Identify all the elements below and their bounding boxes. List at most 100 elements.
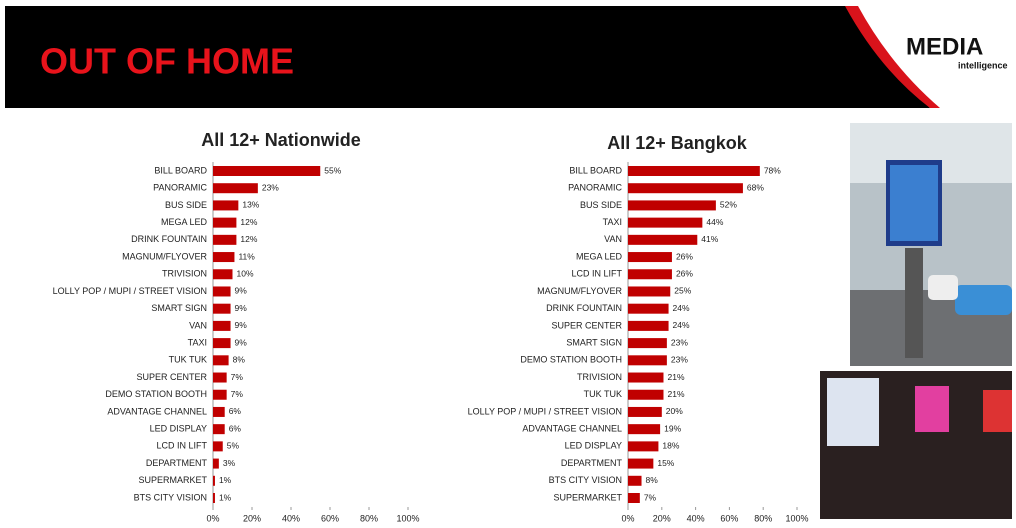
y-tick-label: PANORAMIC bbox=[153, 183, 207, 193]
y-tick-label: TRIVISION bbox=[162, 269, 207, 279]
value-label: 19% bbox=[664, 423, 681, 433]
bar bbox=[628, 252, 672, 262]
value-label: 5% bbox=[227, 441, 240, 451]
value-label: 11% bbox=[238, 251, 255, 261]
value-label: 6% bbox=[229, 423, 242, 433]
x-tick-label: 40% bbox=[687, 513, 705, 523]
x-tick-label: 20% bbox=[653, 513, 671, 523]
x-tick-label: 60% bbox=[321, 513, 339, 523]
bar bbox=[628, 355, 667, 365]
value-label: 55% bbox=[324, 165, 341, 175]
y-tick-label: MEGA LED bbox=[161, 217, 208, 227]
x-tick-label: 40% bbox=[282, 513, 300, 523]
value-label: 26% bbox=[676, 251, 693, 261]
bar bbox=[628, 373, 663, 383]
value-label: 12% bbox=[240, 217, 257, 227]
y-tick-label: DRINK FOUNTAIN bbox=[546, 303, 622, 313]
bar bbox=[628, 424, 660, 434]
bar bbox=[213, 338, 231, 348]
bar bbox=[628, 304, 669, 314]
bar bbox=[213, 373, 227, 383]
value-label: 24% bbox=[673, 320, 690, 330]
y-tick-label: DEMO STATION BOOTH bbox=[520, 355, 622, 365]
bar bbox=[213, 269, 233, 279]
bar bbox=[213, 304, 231, 314]
bar bbox=[628, 200, 716, 210]
value-label: 1% bbox=[219, 475, 232, 485]
bar bbox=[628, 459, 653, 469]
value-label: 7% bbox=[231, 389, 244, 399]
y-tick-label: TAXI bbox=[603, 217, 622, 227]
y-tick-label: LED DISPLAY bbox=[565, 441, 622, 451]
y-tick-label: BTS CITY VISION bbox=[549, 475, 622, 485]
bar bbox=[628, 183, 743, 193]
value-label: 25% bbox=[674, 286, 691, 296]
value-label: 23% bbox=[671, 337, 688, 347]
value-label: 68% bbox=[747, 182, 764, 192]
bar bbox=[213, 235, 236, 245]
x-tick-label: 80% bbox=[754, 513, 772, 523]
bar bbox=[213, 218, 236, 228]
bar bbox=[213, 493, 215, 503]
y-tick-label: ADVANTAGE CHANNEL bbox=[522, 424, 622, 434]
y-tick-label: SUPERMARKET bbox=[138, 475, 207, 485]
bar bbox=[628, 286, 670, 296]
logo-text: MEDIA bbox=[906, 33, 983, 60]
y-tick-label: DEPARTMENT bbox=[146, 458, 208, 468]
x-tick-label: 100% bbox=[785, 513, 808, 523]
chart-title: All 12+ Bangkok bbox=[607, 133, 748, 153]
y-tick-label: TAXI bbox=[188, 337, 207, 347]
bar bbox=[213, 183, 258, 193]
y-tick-label: DRINK FOUNTAIN bbox=[131, 234, 207, 244]
bar bbox=[213, 459, 219, 469]
y-tick-label: BUS SIDE bbox=[580, 200, 622, 210]
value-label: 1% bbox=[219, 492, 232, 502]
value-label: 9% bbox=[235, 303, 248, 313]
bar bbox=[628, 476, 642, 486]
bar bbox=[213, 252, 234, 262]
value-label: 44% bbox=[706, 217, 723, 227]
bar bbox=[213, 286, 231, 296]
value-label: 6% bbox=[229, 406, 242, 416]
bar bbox=[213, 424, 225, 434]
bar bbox=[628, 338, 667, 348]
value-label: 9% bbox=[235, 337, 248, 347]
bar bbox=[628, 390, 663, 400]
bar bbox=[628, 218, 702, 228]
y-tick-label: LOLLY POP / MUPI / STREET VISION bbox=[468, 406, 622, 416]
value-label: 21% bbox=[667, 389, 684, 399]
bar bbox=[628, 166, 760, 176]
value-label: 21% bbox=[667, 372, 684, 382]
x-tick-label: 80% bbox=[360, 513, 378, 523]
y-tick-label: SUPER CENTER bbox=[136, 372, 207, 382]
bar bbox=[213, 355, 229, 365]
value-label: 41% bbox=[701, 234, 718, 244]
y-tick-label: DEPARTMENT bbox=[561, 458, 623, 468]
bar bbox=[628, 321, 669, 331]
bar bbox=[628, 493, 640, 503]
value-label: 26% bbox=[676, 269, 693, 279]
y-tick-label: BILL BOARD bbox=[154, 165, 207, 175]
y-tick-label: BUS SIDE bbox=[165, 200, 207, 210]
y-tick-label: MEGA LED bbox=[576, 251, 623, 261]
x-tick-label: 20% bbox=[243, 513, 261, 523]
value-label: 9% bbox=[235, 286, 248, 296]
value-label: 24% bbox=[673, 303, 690, 313]
bar bbox=[213, 476, 215, 486]
y-tick-label: SMART SIGN bbox=[151, 303, 207, 313]
bar bbox=[628, 269, 672, 279]
y-tick-label: MAGNUM/FLYOVER bbox=[537, 286, 622, 296]
bar bbox=[628, 235, 697, 245]
chart-title: All 12+ Nationwide bbox=[201, 130, 361, 150]
bar bbox=[213, 390, 227, 400]
y-tick-label: LCD IN LIFT bbox=[571, 269, 622, 279]
y-tick-label: VAN bbox=[604, 234, 622, 244]
value-label: 20% bbox=[666, 406, 683, 416]
x-tick-label: 0% bbox=[206, 513, 219, 523]
y-tick-label: TRIVISION bbox=[577, 372, 622, 382]
bar bbox=[213, 200, 238, 210]
bar bbox=[628, 441, 658, 451]
y-tick-label: TUK TUK bbox=[169, 355, 207, 365]
y-tick-label: DEMO STATION BOOTH bbox=[105, 389, 207, 399]
y-tick-label: BILL BOARD bbox=[569, 165, 622, 175]
